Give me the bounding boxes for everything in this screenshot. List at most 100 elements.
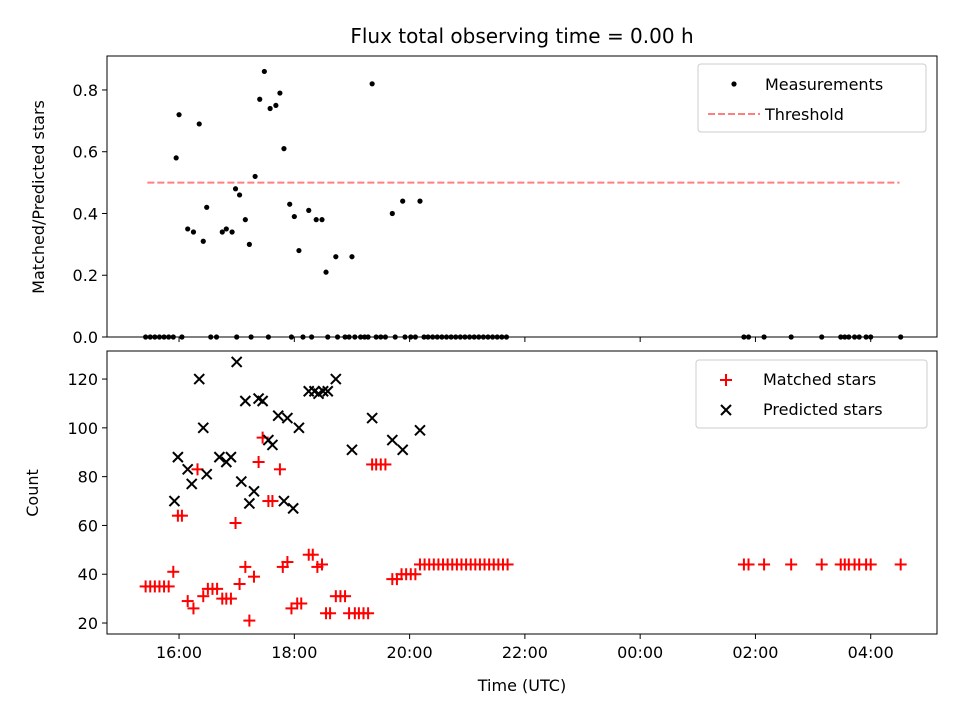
top-panel-y-axis-label: Matched/Predicted stars xyxy=(29,100,48,294)
data-point xyxy=(200,238,206,244)
y-tick-label: 40 xyxy=(78,565,98,584)
data-point xyxy=(261,68,267,75)
series-matched-stars xyxy=(139,431,907,627)
data-point xyxy=(386,434,399,446)
data-point xyxy=(176,112,182,118)
data-point xyxy=(168,495,181,507)
data-point xyxy=(167,565,180,578)
legend-frame xyxy=(695,359,928,429)
bottom-panel-x-ticks: 16:00 18:00 20:00 22:00 00:00 02:00 04:00 xyxy=(156,634,894,662)
data-point xyxy=(396,444,409,456)
top-panel-legend: Measurements Threshold xyxy=(697,63,927,133)
data-point xyxy=(273,463,286,476)
data-point xyxy=(369,81,375,87)
data-point xyxy=(232,186,239,192)
bottom-panel-y-axis-label: Count xyxy=(23,469,42,517)
data-point xyxy=(201,468,213,480)
data-point xyxy=(815,558,828,571)
data-point xyxy=(162,580,175,593)
data-point xyxy=(296,247,302,254)
data-point xyxy=(315,558,328,571)
data-point xyxy=(291,213,297,220)
data-point xyxy=(190,229,197,235)
legend-matched-marker xyxy=(720,374,732,386)
data-point xyxy=(197,422,209,434)
data-point xyxy=(409,568,422,581)
data-point xyxy=(346,444,358,456)
data-point xyxy=(295,597,308,610)
bottom-panel-frame xyxy=(106,350,938,635)
x-axis-label: Time (UTC) xyxy=(477,676,566,695)
data-point xyxy=(229,229,235,235)
data-point xyxy=(293,422,305,434)
y-tick-label: 0.4 xyxy=(73,204,98,223)
data-point xyxy=(181,595,194,608)
data-point xyxy=(278,495,290,507)
data-point xyxy=(257,96,263,102)
data-point xyxy=(239,395,252,407)
data-point xyxy=(256,395,269,407)
bottom-panel-legend: Matched stars Predicted stars xyxy=(695,359,928,429)
legend-measurements-marker xyxy=(731,81,737,87)
data-point xyxy=(236,192,243,198)
y-tick-label: 0.8 xyxy=(73,81,98,100)
data-point xyxy=(330,373,342,385)
data-point xyxy=(894,558,907,571)
data-point xyxy=(247,570,260,583)
data-point xyxy=(758,558,771,571)
data-point xyxy=(323,269,329,275)
data-point xyxy=(281,146,287,152)
x-tick-label: 02:00 xyxy=(732,643,778,662)
data-point xyxy=(417,198,423,204)
data-point xyxy=(211,582,224,595)
data-point xyxy=(379,458,392,471)
data-point xyxy=(349,254,355,260)
data-point xyxy=(252,456,265,469)
legend-predicted-label: Predicted stars xyxy=(763,400,883,419)
y-tick-label: 0.6 xyxy=(73,143,98,162)
data-point xyxy=(389,210,395,217)
data-point xyxy=(277,90,283,96)
data-point xyxy=(223,226,229,232)
data-point xyxy=(172,451,184,463)
top-panel-x-ticks xyxy=(178,337,872,342)
data-point xyxy=(186,478,198,490)
data-point xyxy=(193,373,205,385)
data-point xyxy=(185,226,191,232)
data-point xyxy=(785,558,798,571)
data-point xyxy=(235,475,248,488)
data-point xyxy=(196,121,202,127)
data-point xyxy=(400,198,406,204)
data-point xyxy=(213,451,226,463)
legend-matched-label: Matched stars xyxy=(763,370,876,389)
data-point xyxy=(324,607,337,620)
chart-title: Flux total observing time = 0.00 h xyxy=(350,24,693,48)
data-point xyxy=(225,451,237,463)
data-point xyxy=(306,548,319,561)
data-point xyxy=(501,558,514,571)
data-point xyxy=(246,241,252,247)
data-point xyxy=(252,173,258,180)
data-point xyxy=(181,463,194,476)
data-point xyxy=(233,577,246,590)
data-point xyxy=(187,602,200,615)
data-point xyxy=(266,495,279,508)
legend-measurements-label: Measurements xyxy=(765,75,883,94)
data-point xyxy=(281,556,294,569)
data-point xyxy=(229,516,242,529)
legend-predicted-marker xyxy=(720,404,732,416)
data-point xyxy=(273,102,279,109)
data-point xyxy=(287,502,299,515)
data-point xyxy=(362,607,375,620)
data-point xyxy=(230,356,243,368)
data-point xyxy=(243,614,256,627)
data-point xyxy=(322,385,334,397)
data-point xyxy=(267,105,273,112)
bottom-panel-marks xyxy=(139,356,907,627)
x-tick-label: 16:00 xyxy=(156,643,202,662)
x-tick-label: 22:00 xyxy=(502,643,548,662)
data-point xyxy=(319,217,325,223)
data-point xyxy=(281,412,294,424)
top-panel-frame xyxy=(106,55,938,338)
data-point xyxy=(339,590,352,603)
